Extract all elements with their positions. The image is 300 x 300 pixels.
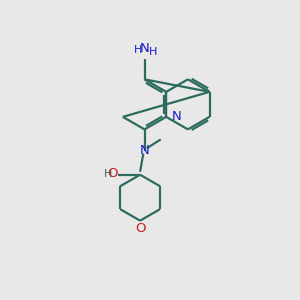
Text: O: O [135, 222, 146, 235]
Text: O: O [107, 167, 118, 180]
Text: H: H [134, 45, 142, 55]
Text: N: N [172, 110, 181, 123]
Text: N: N [140, 144, 149, 157]
Text: H: H [149, 47, 158, 57]
Text: N: N [140, 42, 150, 55]
Text: H: H [104, 169, 113, 178]
